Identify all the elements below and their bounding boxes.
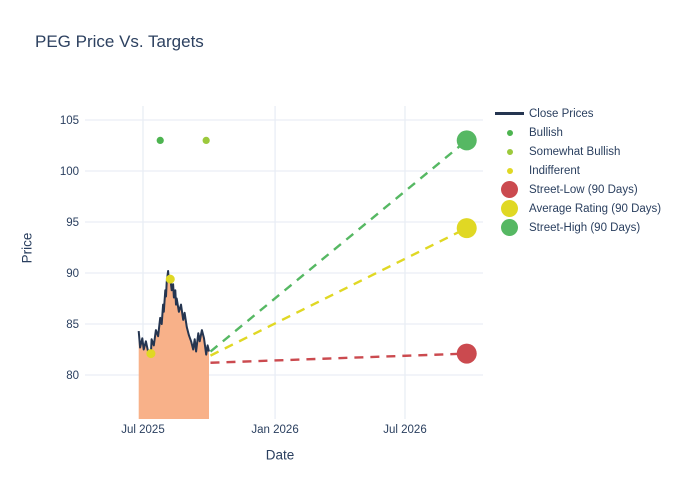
chart-title: PEG Price Vs. Targets [35,32,204,51]
legend-item-average-rating-days[interactable]: Average Rating (90 Days) [493,199,661,218]
legend-item-label: Indifferent [529,164,580,177]
y-tick-label: 85 [66,319,79,331]
x-axis-title: Date [265,447,295,463]
legend-item-somewhat-bullish[interactable]: Somewhat Bullish [493,142,661,161]
dot-swatch-icon [493,129,526,136]
legend-item-label: Close Prices [529,107,594,120]
dot-swatch-icon [493,148,526,155]
x-tick-label: Jul 2025 [121,424,164,436]
line-swatch-icon [493,112,526,115]
swatch [506,148,513,155]
legend-item-label: Somewhat Bullish [529,145,621,158]
legend-item-indifferent[interactable]: Indifferent [493,161,661,180]
rating-dot-indifferent[interactable] [146,349,156,359]
dot-swatch-icon [493,181,526,198]
legend-item-label: Street-High (90 Days) [529,221,641,234]
rating-dot-somewhat-bullish[interactable] [202,136,210,144]
legend: Close Prices Bullish Somewhat Bullish Indif… [493,104,661,237]
dot-swatch-icon [493,200,526,217]
y-tick-label: 95 [66,217,79,229]
rating-dot-indifferent[interactable] [165,274,175,284]
swatch [495,112,524,115]
y-tick-label: 100 [60,166,79,178]
y-tick-label: 90 [66,268,79,280]
y-tick-label: 80 [66,370,79,382]
target-line-street-low-days- [210,352,467,364]
target-marker-street-low-days-[interactable] [456,343,477,364]
target-marker-street-high-days-[interactable] [456,130,477,151]
legend-item-close-prices[interactable]: Close Prices [493,104,661,123]
legend-item-street-high-days[interactable]: Street-High (90 Days) [493,218,661,237]
swatch [501,219,518,236]
legend-item-label: Street-Low (90 Days) [529,183,638,196]
target-marker-average-rating-days-[interactable] [456,218,477,239]
swatch [506,129,513,136]
y-tick-label: 105 [60,115,79,127]
x-tick-label: Jul 2026 [383,424,426,436]
rating-dot-bullish[interactable] [156,136,164,144]
close-price-line [137,270,210,356]
legend-item-label: Bullish [529,126,563,139]
swatch [501,181,518,198]
legend-item-label: Average Rating (90 Days) [529,202,662,215]
swatch [506,167,513,174]
legend-item-bullish[interactable]: Bullish [493,123,661,142]
target-line-street-high-days- [209,139,468,353]
legend-item-street-low-days[interactable]: Street-Low (90 Days) [493,180,661,199]
x-tick-label: Jan 2026 [251,424,298,436]
dot-swatch-icon [493,167,526,174]
dot-swatch-icon [493,219,526,236]
swatch [501,200,518,217]
close-price-area [138,271,209,419]
